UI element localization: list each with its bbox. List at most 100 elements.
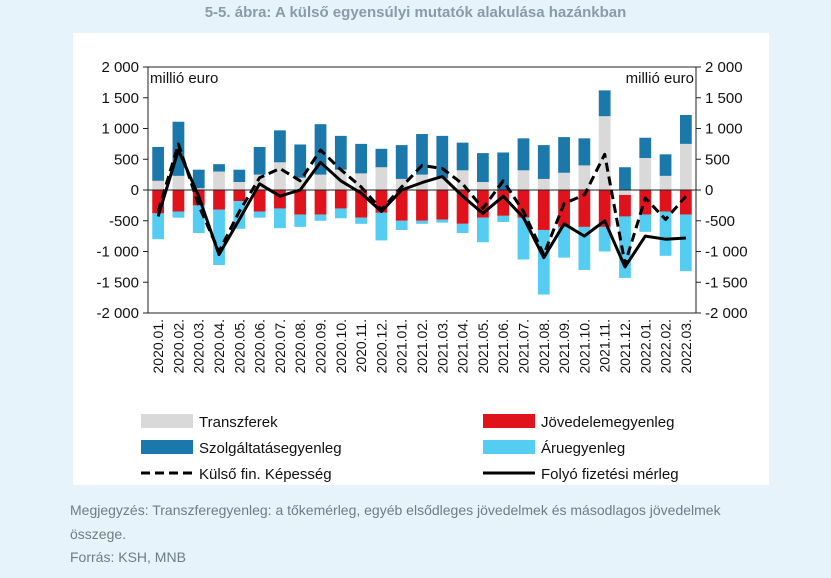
x-tick-label: 2021.12. <box>617 319 633 374</box>
bar <box>659 190 672 212</box>
bar <box>192 188 205 190</box>
bar <box>679 214 692 272</box>
axes-group <box>143 66 701 314</box>
y-tick-label-right: 1 500 <box>705 90 743 107</box>
x-tick-label: 2021.06. <box>495 319 511 374</box>
y-tick-label-right: 0 <box>705 182 713 199</box>
bar <box>639 214 652 232</box>
line-kulso-fin-kepesseg <box>156 142 688 266</box>
bar <box>233 169 246 183</box>
x-tick-label: 2022.01. <box>637 319 653 374</box>
bar <box>436 190 449 220</box>
bar <box>375 212 388 241</box>
bar <box>598 190 611 227</box>
bar <box>598 90 611 117</box>
bar <box>334 190 347 209</box>
legend-label: Áruegyenleg <box>541 440 625 457</box>
bar <box>477 190 489 218</box>
y-tick-label-right: -1 500 <box>705 274 748 291</box>
y-tick-label-left: 1 000 <box>101 121 139 138</box>
bar <box>274 130 286 163</box>
y-tick-label-right: -500 <box>705 213 735 230</box>
bar <box>355 190 367 218</box>
y-tick-label-left: -500 <box>109 213 139 230</box>
x-tick-label: 2021.04. <box>455 319 471 374</box>
bar <box>334 208 347 219</box>
bar <box>456 142 469 171</box>
bar <box>416 190 428 221</box>
y-tick-label-left: -1 500 <box>96 274 139 291</box>
bar <box>294 190 307 215</box>
bar <box>497 215 510 222</box>
y-tick-label-left: -2 000 <box>96 305 139 322</box>
bar <box>619 190 631 195</box>
bar <box>375 167 388 190</box>
y-tick-label-left: 2 000 <box>101 59 139 76</box>
bar <box>558 190 570 227</box>
bar <box>517 138 530 171</box>
x-tick-label: 2020.12. <box>373 319 389 374</box>
bar <box>152 213 165 240</box>
unit-label-left: millió euro <box>150 70 218 87</box>
legend-swatch <box>141 414 193 428</box>
x-tick-label: 2020.03. <box>191 319 207 374</box>
y-tick-label-right: 2 000 <box>705 59 743 76</box>
bar <box>598 226 611 252</box>
legend-label: Transzferek <box>199 414 278 431</box>
y-tick-label-right: -1 000 <box>705 244 748 261</box>
footnote: Megjegyzés: Transzferegyenleg: a tőkemér… <box>70 502 721 542</box>
bar <box>639 158 652 190</box>
x-tick-label: 2020.10. <box>333 319 349 374</box>
bar <box>314 190 327 215</box>
bar <box>537 190 550 230</box>
x-tick-label: 2021.05. <box>475 319 491 374</box>
bar <box>213 209 225 266</box>
bar <box>416 134 428 175</box>
bar <box>659 154 672 176</box>
bar <box>233 182 246 190</box>
figure-title: 5-5. ábra: A külső egyensúlyi mutatók al… <box>204 4 627 21</box>
x-tick-label: 2020.08. <box>292 319 308 374</box>
y-tick-label-left: 0 <box>131 182 139 199</box>
bar <box>213 164 225 172</box>
x-tick-label: 2020.11. <box>353 319 369 372</box>
x-tick-label: 2021.11. <box>597 319 613 372</box>
x-tick-label: 2021.02. <box>414 319 430 374</box>
chart-svg: 2 000 2 000 1 500 1 500 1 000 1 000 500 500 0 0 -5… <box>96 59 747 483</box>
bar <box>558 226 570 258</box>
legend-label: Folyó fizetési mérleg <box>541 466 679 483</box>
bar <box>274 190 286 209</box>
x-tick-label: 2020.07. <box>272 319 288 374</box>
bar <box>679 114 692 144</box>
bar <box>578 165 591 190</box>
bar <box>679 143 692 190</box>
bar <box>497 152 510 190</box>
bar <box>294 214 307 227</box>
legend-label: Külső fin. Képesség <box>199 466 332 483</box>
bar <box>192 205 205 234</box>
bar <box>619 194 631 217</box>
x-tick-label: 2020.06. <box>252 319 268 374</box>
x-tick-label: 2022.03. <box>678 319 694 374</box>
x-tick-label: 2021.07. <box>515 319 531 374</box>
bar <box>619 216 631 278</box>
bar <box>537 229 550 295</box>
bar <box>619 167 631 190</box>
line-folyo-fizetesi-merleg <box>156 148 686 269</box>
bar <box>477 182 489 190</box>
bar <box>314 174 327 190</box>
bar <box>517 190 530 218</box>
x-tick-label: 2020.09. <box>313 319 329 374</box>
y-tick-label-left: 500 <box>114 151 139 168</box>
bar <box>456 190 469 224</box>
bar <box>436 135 449 179</box>
bar <box>355 143 367 174</box>
chart-panel: 2 000 2 000 1 500 1 500 1 000 1 000 500 500 0 0 -5… <box>73 33 769 485</box>
bar <box>172 190 185 212</box>
labels-group: 2 000 2 000 1 500 1 500 1 000 1 000 500 500 0 0 -5… <box>96 59 747 374</box>
legend: Transzferek Jövedelemegyenleg Szolgáltatás… <box>141 414 679 483</box>
unit-label-right: millió euro <box>626 70 694 87</box>
source-line: Forrás: KSH, MNB <box>70 549 186 565</box>
legend-label: Szolgáltatásegyenleg <box>199 440 342 457</box>
bar <box>456 223 469 234</box>
